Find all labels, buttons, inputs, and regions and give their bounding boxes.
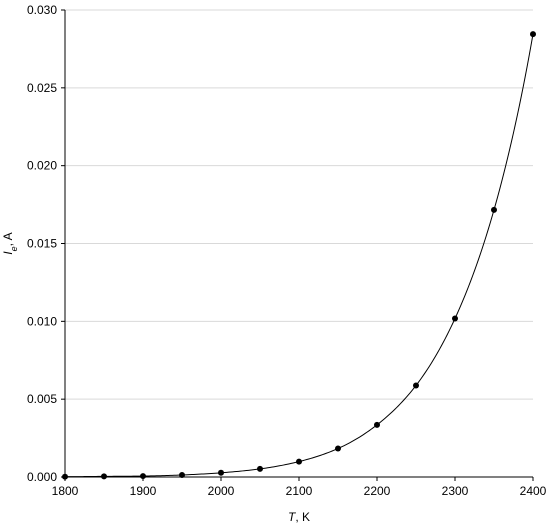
data-point <box>335 445 341 452</box>
y-tick-label: 0.015 <box>27 237 57 251</box>
y-tick-label: 0.025 <box>27 81 57 95</box>
x-tick-label: 2300 <box>442 484 469 498</box>
x-tick-label: 2100 <box>286 484 313 498</box>
data-point <box>413 382 419 389</box>
x-tick-label: 1800 <box>52 484 79 498</box>
y-axis-title: Ie, A <box>1 232 19 254</box>
x-tick-label: 1900 <box>130 484 157 498</box>
gridlines <box>65 9 533 478</box>
data-point <box>530 31 536 38</box>
data-point <box>140 473 146 480</box>
data-point <box>101 473 107 480</box>
y-tick-label: 0.020 <box>27 159 57 173</box>
x-tick-label: 2000 <box>208 484 235 498</box>
data-points <box>62 31 536 480</box>
y-tick-label: 0.000 <box>27 470 57 484</box>
y-tick-label: 0.005 <box>27 392 57 406</box>
y-tick-label: 0.010 <box>27 314 57 328</box>
data-point <box>62 473 68 480</box>
x-tick-labels: 1800 1900 2000 2100 2200 2300 2400 <box>52 477 547 498</box>
data-point <box>296 458 302 465</box>
y-tick-label: 0.030 <box>27 3 57 17</box>
x-tick-label: 2400 <box>520 484 547 498</box>
data-point <box>257 465 263 472</box>
data-point <box>452 315 458 322</box>
y-tick-labels: 0.000 0.005 0.010 0.015 0.020 0.025 0.030 <box>27 3 65 484</box>
data-point <box>179 471 185 478</box>
data-point <box>374 421 380 428</box>
data-point <box>491 206 497 213</box>
x-axis-title: T, K <box>288 510 310 524</box>
data-point <box>218 469 224 476</box>
x-tick-label: 2200 <box>364 484 391 498</box>
fit-curve <box>64 34 534 478</box>
